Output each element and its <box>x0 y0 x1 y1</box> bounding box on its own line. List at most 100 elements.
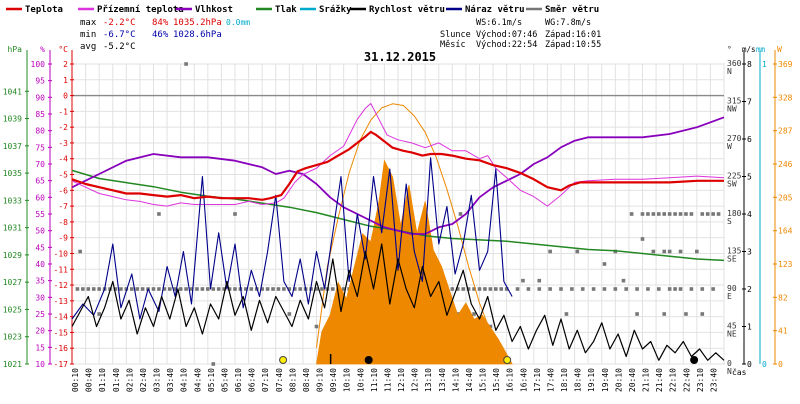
sun-sunrise-marker <box>279 356 288 364</box>
wind-direction-point <box>276 287 281 291</box>
direction-axis-tick-label: NW <box>727 105 737 114</box>
wind-direction-point <box>635 312 639 316</box>
wind-direction-point <box>662 249 667 254</box>
wind-direction-point <box>559 287 563 291</box>
humidity-axis-unit: % <box>40 45 45 54</box>
wind-direction-point <box>298 287 302 291</box>
x-tick-label: 23:10 <box>696 368 705 392</box>
wind-direction-point <box>135 287 139 291</box>
wind-direction-point <box>689 287 694 291</box>
wind-direction-point <box>488 287 493 291</box>
wind-direction-point <box>97 287 101 291</box>
x-tick-label: 15:40 <box>492 368 501 392</box>
stat-max-label: max <box>80 18 97 28</box>
wind-direction-point <box>657 212 661 216</box>
pressure-axis-tick-label: 1027 <box>3 278 22 287</box>
temperature-axis-tick-label: -14 <box>54 313 69 322</box>
series-rychlost-vetru <box>71 243 725 361</box>
x-tick-label: 14:10 <box>451 368 460 392</box>
pressure-axis-tick-label: 1037 <box>3 142 22 151</box>
x-tick-label: 08:10 <box>288 368 297 392</box>
wind-axis-tick-label: 1 <box>747 323 752 332</box>
pressure-axis-tick-label: 1021 <box>3 360 22 369</box>
humidity-axis-tick-label: 60 <box>35 193 45 202</box>
temperature-axis-tick-label: -17 <box>54 360 69 369</box>
stat-min-temp: -6.7°C <box>103 30 136 40</box>
humidity-axis-tick-label: 25 <box>35 310 45 319</box>
direction-axis-tick-label: 315 <box>727 97 742 106</box>
wind-direction-point <box>168 287 172 291</box>
x-tick-label: 05:40 <box>220 368 229 392</box>
markers-layer <box>279 354 699 364</box>
wind-direction-point <box>700 212 705 216</box>
x-tick-label: 11:40 <box>383 368 392 392</box>
x-axis-unit: čas <box>732 367 747 377</box>
wind-direction-point <box>162 287 167 291</box>
humidity-axis-tick-label: 45 <box>35 243 45 252</box>
wind-direction-point <box>157 287 161 291</box>
series-vlhkost <box>71 116 725 235</box>
wind-direction-point <box>667 249 672 254</box>
x-tick-label: 07:10 <box>261 368 270 392</box>
wind-direction-point <box>646 287 650 291</box>
x-tick-label: 17:40 <box>546 368 555 392</box>
wind-direction-point <box>91 287 96 291</box>
humidity-axis-tick-label: 10 <box>35 360 45 369</box>
info-moon-label: Měsíc <box>440 40 466 50</box>
x-tick-label: 10:40 <box>356 368 365 392</box>
wind-direction-point <box>455 287 460 291</box>
direction-axis-tick-label: W <box>727 142 732 151</box>
temperature-axis-tick-label: -16 <box>54 344 69 353</box>
direction-axis-tick-label: E <box>727 292 732 301</box>
temperature-axis-tick-label: -7 <box>58 202 68 211</box>
wind-direction-point <box>548 249 552 254</box>
stat-max-press: 1035.2hPa <box>173 18 222 28</box>
pressure-axis-tick-label: 1035 <box>3 169 22 178</box>
wind-direction-point <box>602 287 607 291</box>
wind-direction-point <box>140 287 145 291</box>
radiation-axis-tick-label: 246 <box>778 160 793 169</box>
wind-direction-point <box>341 287 346 291</box>
wind-direction-point <box>320 287 324 291</box>
legend-label: Srážky <box>319 5 352 15</box>
wind-direction-point <box>624 287 628 291</box>
direction-axis-tick-label: NE <box>727 330 737 339</box>
wind-direction-point <box>635 287 639 291</box>
wind-direction-point <box>705 212 710 216</box>
direction-axis-tick-label: 180 <box>727 209 742 218</box>
wind-direction-point <box>494 287 498 291</box>
wind-direction-point <box>151 287 156 291</box>
wind-direction-point <box>537 287 542 291</box>
info-sunrise: Východ:07:46 <box>476 30 537 40</box>
wind-direction-point <box>184 287 188 291</box>
pressure-axis-tick-label: 1023 <box>3 333 22 342</box>
wind-direction-point <box>716 212 721 216</box>
legend-item: Teplota <box>6 5 63 15</box>
radiation-axis-tick-label: 205 <box>778 193 793 202</box>
temperature-axis-tick-label: -3 <box>58 139 68 148</box>
temperature-axis-tick-label: 2 <box>63 60 68 69</box>
rain-axis-tick-label: 0 <box>762 360 767 369</box>
wind-direction-point <box>667 287 672 291</box>
direction-axis-tick-label: 0 <box>727 359 732 368</box>
axes: 1021102310251027102910311033103510371039… <box>3 45 793 376</box>
direction-axis-tick-label: 270 <box>727 134 742 143</box>
wind-direction-point <box>564 312 569 316</box>
pressure-axis-tick-label: 1041 <box>3 87 22 96</box>
stat-max-temp: -2.2°C <box>103 18 136 28</box>
x-tick-label: 18:10 <box>560 368 569 392</box>
radiation-axis-unit: W <box>777 45 782 54</box>
wind-direction-point <box>499 287 504 291</box>
x-tick-label: 20:10 <box>614 368 623 392</box>
info-wg: WG:7.8m/s <box>545 18 591 28</box>
x-tick-label: 02:10 <box>125 368 134 392</box>
wind-direction-point <box>521 278 525 283</box>
stat-max-hum: 84% <box>152 18 169 28</box>
x-tick-label: 00:40 <box>85 368 94 392</box>
series-layer <box>71 62 725 366</box>
legend-item: Srážky <box>300 5 352 15</box>
humidity-axis-tick-label: 55 <box>35 210 45 219</box>
temperature-axis-tick-label: -9 <box>58 234 68 243</box>
wind-direction-point <box>222 287 226 291</box>
wind-direction-point <box>189 287 194 291</box>
